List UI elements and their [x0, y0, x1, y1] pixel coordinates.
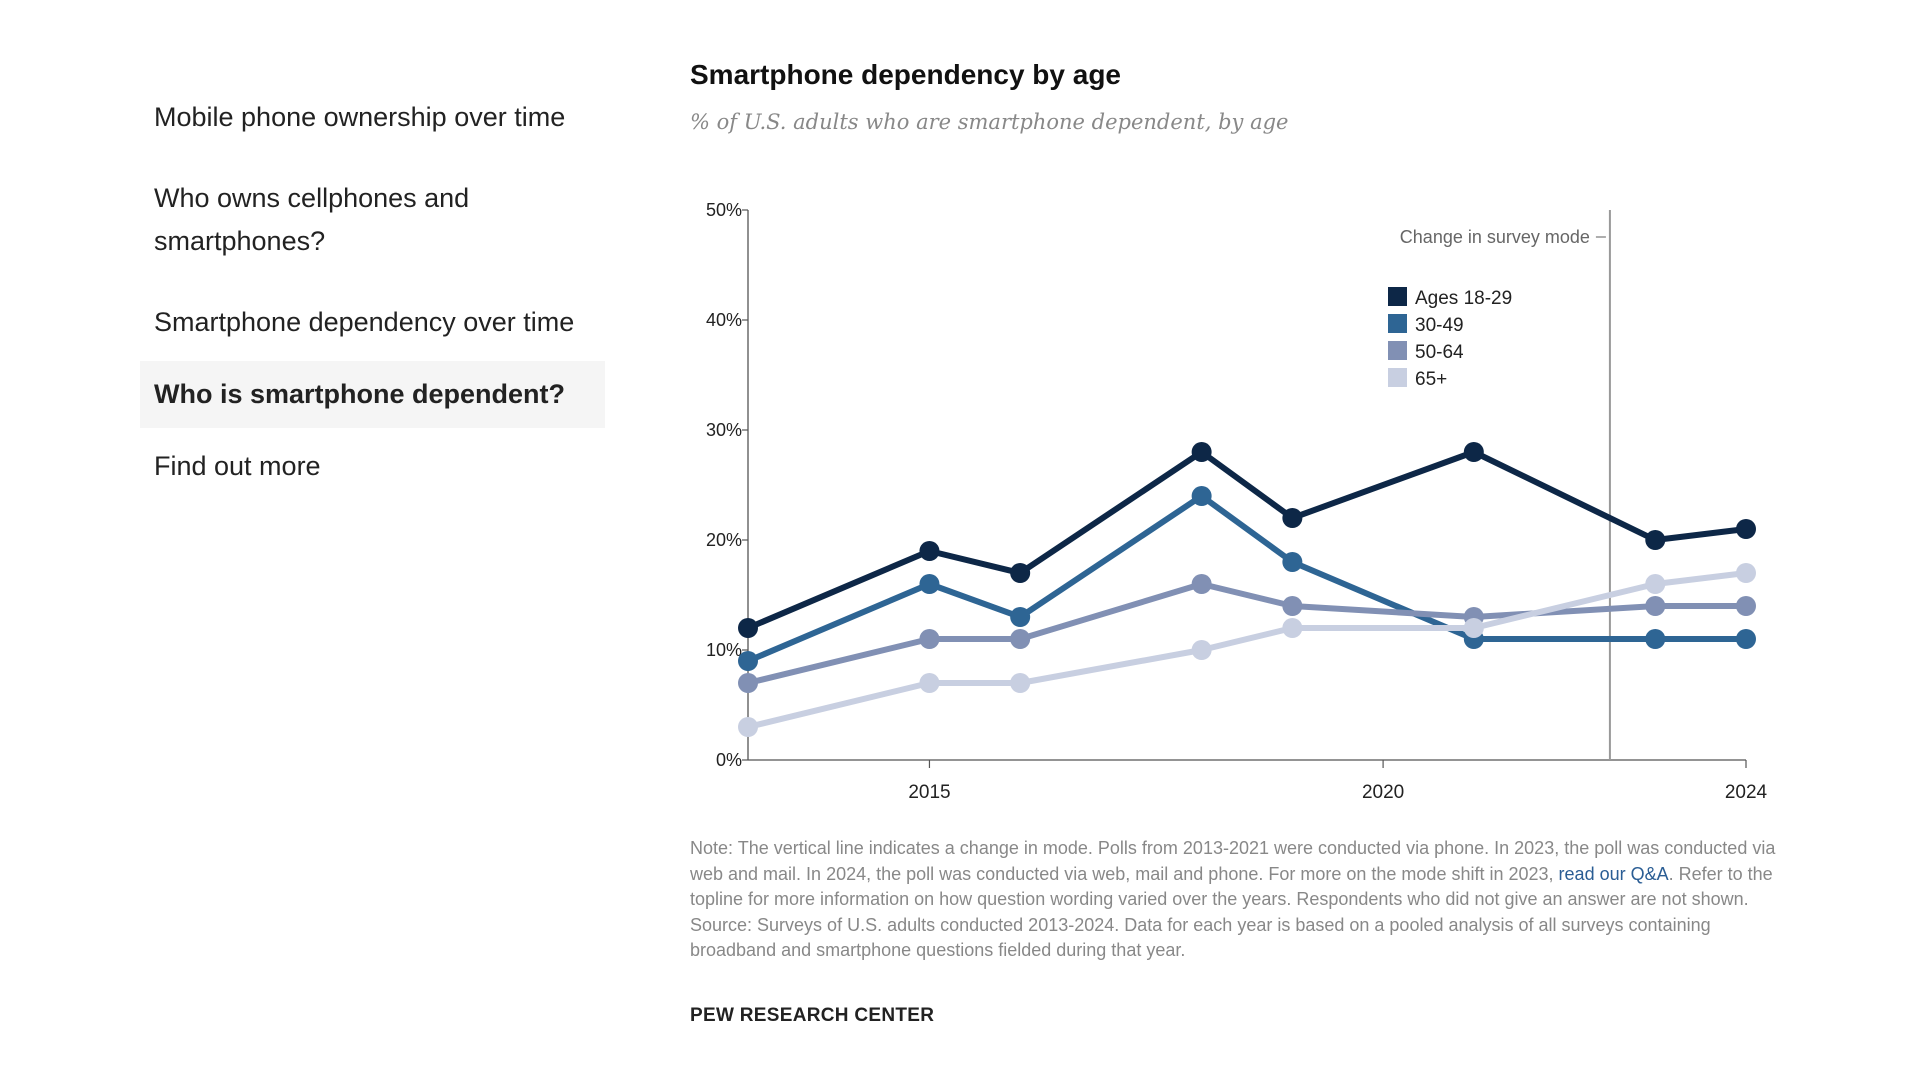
y-tick-label: 0% [716, 750, 742, 770]
annotation-label: Change in survey mode [1400, 227, 1590, 247]
legend-swatch [1388, 341, 1407, 360]
sidebar-item-who-owns[interactable]: Who owns cellphones and smartphones? [140, 177, 498, 263]
qa-link[interactable]: read our Q&A [1558, 863, 1669, 884]
data-point [919, 629, 940, 649]
data-point [1010, 629, 1031, 649]
legend-label: 65+ [1415, 369, 1447, 390]
data-point [1645, 596, 1666, 616]
sidebar-item-label: Who owns cellphones and smartphones? [154, 183, 470, 256]
sidebar-item-mobile-ownership[interactable]: Mobile phone ownership over time [140, 96, 605, 139]
data-point [1736, 629, 1756, 649]
legend-label: 50-64 [1415, 342, 1464, 363]
y-tick-label: 10% [706, 640, 742, 660]
data-point [1645, 629, 1666, 649]
legend-label: 30-49 [1415, 315, 1464, 336]
data-point [1282, 552, 1303, 572]
data-point [919, 574, 940, 594]
data-point [919, 673, 940, 693]
data-point [1282, 596, 1303, 616]
data-point [738, 673, 758, 693]
sidebar-item-label: Who is smartphone dependent? [154, 379, 566, 409]
data-point [738, 651, 758, 671]
data-point [919, 541, 940, 561]
footer-brand: PEW RESEARCH CENTER [690, 1005, 935, 1026]
y-tick-label: 50% [706, 200, 742, 220]
data-point [1736, 596, 1756, 616]
data-point [1010, 673, 1031, 693]
data-point [738, 618, 758, 638]
data-point [1645, 530, 1666, 550]
x-tick-label: 2020 [1362, 782, 1404, 803]
data-point [1010, 607, 1031, 627]
series-line [746, 449, 1747, 631]
y-tick-label: 30% [706, 420, 742, 440]
data-point [1191, 442, 1212, 462]
data-point [1282, 508, 1303, 528]
note-part2: . Refer to the topline for more informat… [690, 863, 1773, 910]
legend-swatch [1388, 368, 1407, 387]
data-point [1736, 519, 1756, 539]
sidebar-item-label: Mobile phone ownership over time [154, 102, 566, 132]
data-point [1191, 486, 1212, 506]
sidebar-item-find-out-more[interactable]: Find out more [140, 445, 605, 488]
data-point [1463, 618, 1484, 638]
chart-header: Smartphone dependency by age % of U.S. a… [690, 58, 1790, 135]
data-point [1463, 442, 1484, 462]
legend-swatch [1388, 287, 1407, 306]
data-point [738, 717, 758, 737]
y-tick-label: 40% [706, 310, 742, 330]
chart-notes: Note: The vertical line indicates a chan… [690, 836, 1780, 964]
y-tick-label: 20% [706, 530, 742, 550]
line-chart: 0% 10% 20% 30% 40% 50% 2015 2020 2024 Change in s… [706, 200, 1768, 803]
data-point [1736, 563, 1756, 583]
series-line [746, 493, 1746, 664]
note-part1: Note: The vertical line indicates a chan… [690, 838, 1776, 884]
sidebar-item-label: Smartphone dependency over time [154, 307, 575, 337]
series-line [747, 570, 1747, 730]
data-point [1191, 574, 1212, 594]
source-text: Source: Surveys of U.S. adults conducted… [690, 914, 1711, 961]
data-point [1010, 563, 1031, 583]
sidebar-item-dependency-over-time[interactable]: Smartphone dependency over time [140, 301, 605, 344]
data-point [1282, 618, 1303, 638]
x-tick-label: 2015 [908, 782, 950, 803]
data-point [1191, 640, 1212, 660]
chart-subtitle: % of U.S. adults who are smartphone depe… [690, 110, 1289, 134]
legend-label: Ages 18-29 [1415, 288, 1512, 309]
data-point [1645, 574, 1666, 594]
sidebar-item-who-is-dependent[interactable]: Who is smartphone dependent? [140, 361, 605, 428]
series-line [747, 581, 1746, 686]
sidebar-item-label: Find out more [154, 451, 321, 481]
note-text: Note: The vertical line indicates a chan… [690, 836, 1780, 913]
legend-swatch [1388, 314, 1407, 333]
chart-title: Smartphone dependency by age [690, 59, 1121, 90]
sidebar-nav: Mobile phone ownership over time Who own… [140, 96, 605, 488]
x-tick-label: 2024 [1725, 782, 1768, 803]
